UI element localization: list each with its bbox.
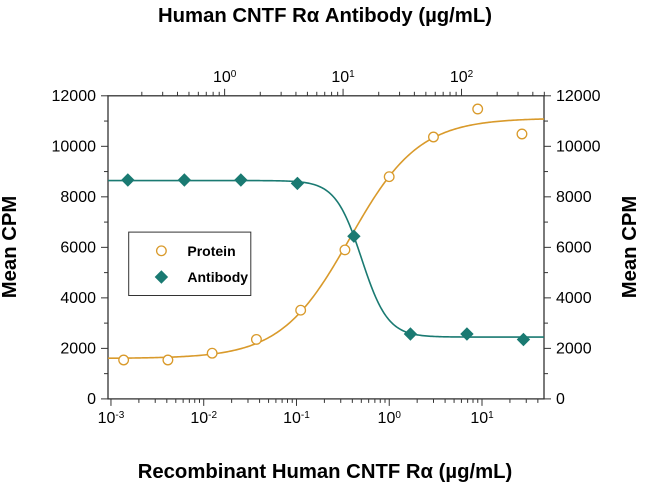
svg-text:2000: 2000 — [60, 340, 96, 357]
svg-text:8000: 8000 — [60, 189, 96, 206]
svg-text:Mean CPM: Mean CPM — [619, 196, 641, 299]
svg-text:4000: 4000 — [556, 290, 592, 307]
svg-text:12000: 12000 — [556, 88, 601, 105]
svg-text:Recombinant Human CNTF Rα (µg/: Recombinant Human CNTF Rα (µg/mL) — [138, 461, 513, 483]
svg-text:Antibody: Antibody — [187, 269, 248, 285]
svg-text:8000: 8000 — [556, 189, 592, 206]
svg-text:12000: 12000 — [52, 88, 97, 105]
svg-text:2000: 2000 — [556, 340, 592, 357]
svg-text:10000: 10000 — [52, 138, 97, 155]
svg-text:4000: 4000 — [60, 290, 96, 307]
svg-text:Human CNTF Rα Antibody (µg/mL): Human CNTF Rα Antibody (µg/mL) — [158, 5, 492, 27]
svg-text:Protein: Protein — [187, 243, 235, 259]
svg-text:10000: 10000 — [556, 138, 601, 155]
svg-text:0: 0 — [87, 391, 96, 408]
svg-text:Mean CPM: Mean CPM — [0, 196, 21, 299]
svg-text:0: 0 — [556, 391, 565, 408]
svg-text:6000: 6000 — [556, 239, 592, 256]
svg-text:6000: 6000 — [60, 239, 96, 256]
